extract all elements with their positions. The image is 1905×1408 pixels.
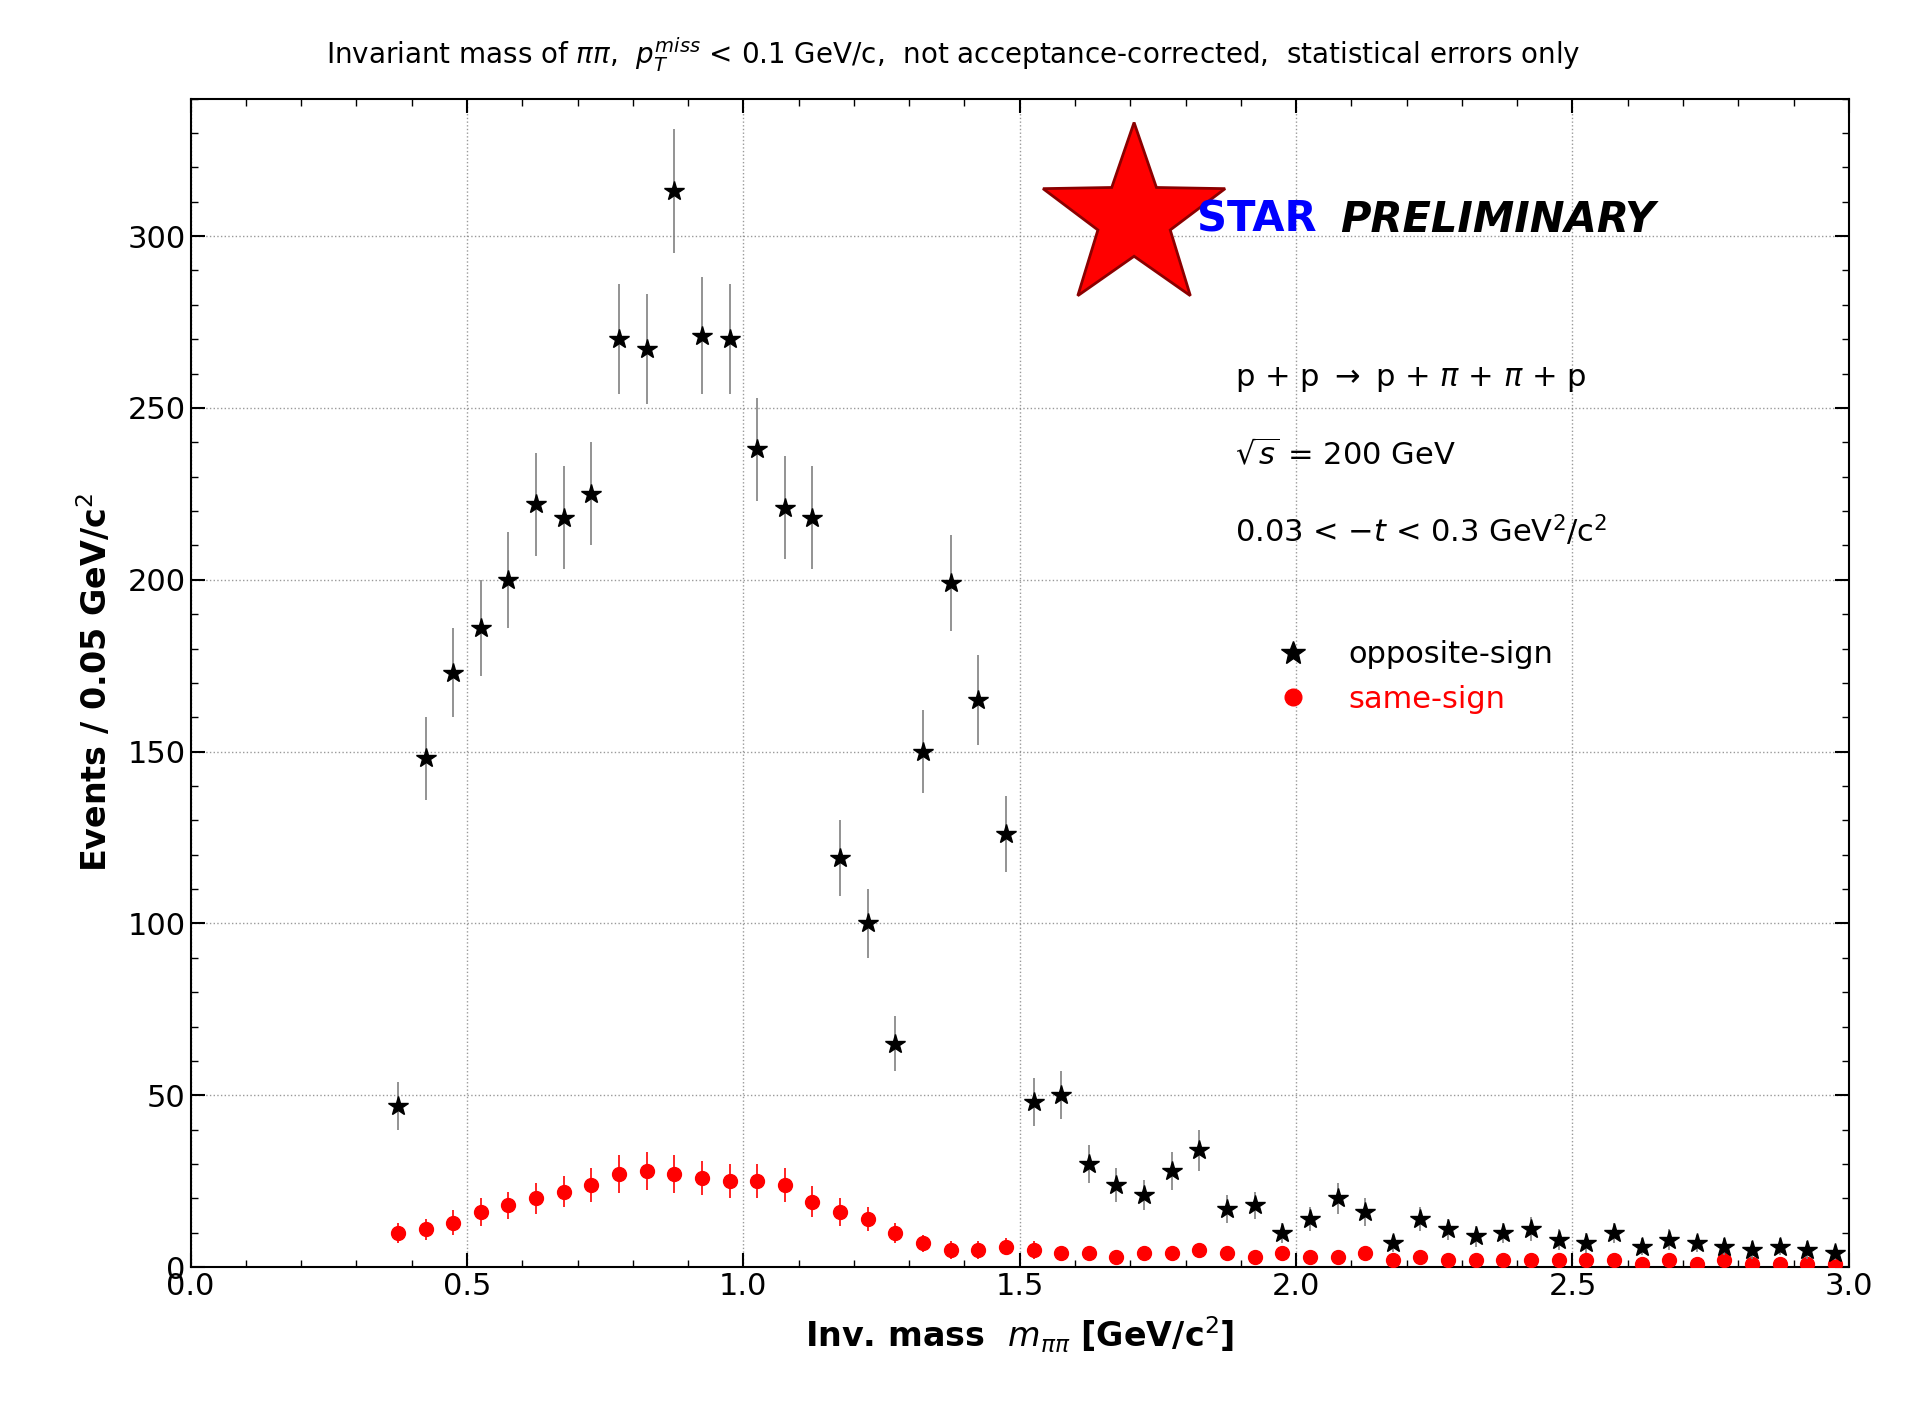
Legend: opposite-sign, same-sign: opposite-sign, same-sign (1250, 628, 1564, 725)
Text: p + p $\rightarrow$ p + $\pi$ + $\pi$ + p: p + p $\rightarrow$ p + $\pi$ + $\pi$ + … (1234, 365, 1585, 393)
Text: $\sqrt{s}$ = 200 GeV: $\sqrt{s}$ = 200 GeV (1234, 439, 1455, 472)
Y-axis label: Events / 0.05 GeV/c$^2$: Events / 0.05 GeV/c$^2$ (76, 493, 114, 873)
X-axis label: Inv. mass  $m_{\pi\pi}$ [GeV/c$^2$]: Inv. mass $m_{\pi\pi}$ [GeV/c$^2$] (804, 1315, 1234, 1356)
Text: Invariant mass of $\pi\pi$,  $p_T^{miss}$ < 0.1 GeV/c,  not acceptance-corrected: Invariant mass of $\pi\pi$, $p_T^{miss}$… (326, 35, 1579, 73)
Text: PRELIMINARY: PRELIMINARY (1339, 199, 1654, 241)
Text: 0.03 < $-t$ < 0.3 GeV$^2$/c$^2$: 0.03 < $-t$ < 0.3 GeV$^2$/c$^2$ (1234, 513, 1606, 549)
Text: STAR: STAR (1196, 199, 1316, 241)
